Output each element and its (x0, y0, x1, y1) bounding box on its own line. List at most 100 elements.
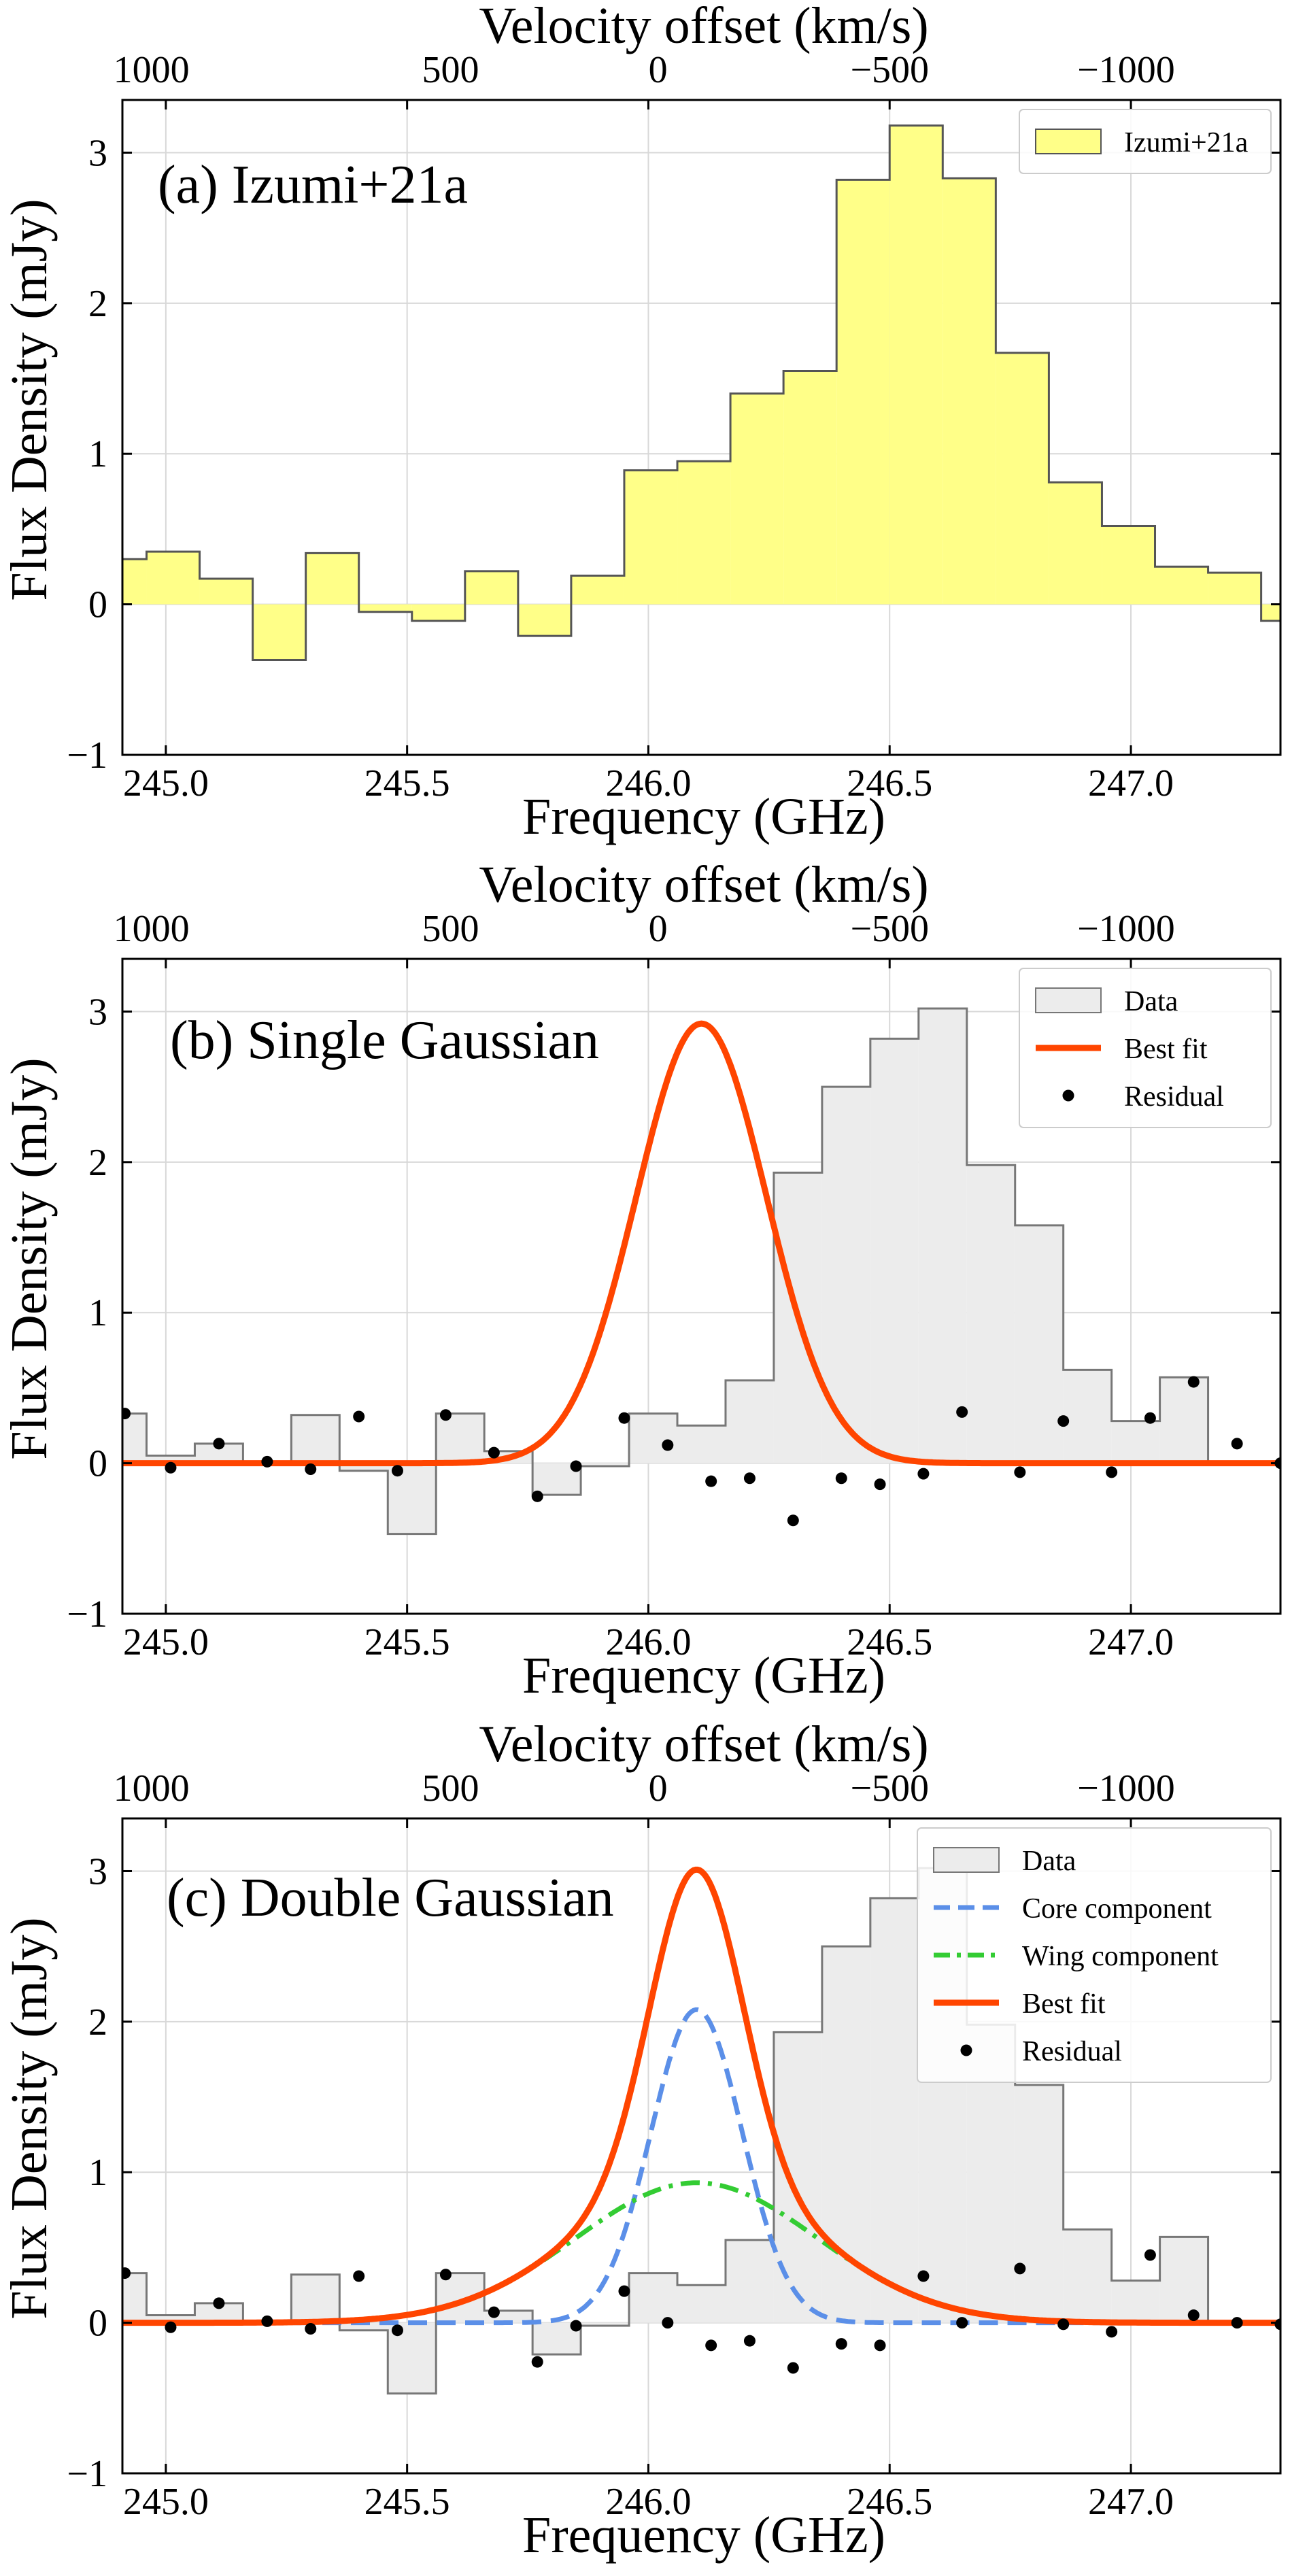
residual-point (743, 1472, 756, 1485)
bar-data (1015, 1225, 1064, 1463)
bar-data (1063, 2229, 1112, 2323)
top-tick-label: −1000 (1077, 49, 1175, 91)
x-tick-label: 246.0 (605, 2481, 691, 2523)
bar-izumi+21a (358, 604, 412, 612)
bar-izumi+21a (1261, 604, 1280, 621)
plot-frame (121, 99, 1282, 756)
residual-point (261, 2315, 273, 2327)
bar-izumi+21a (571, 575, 624, 605)
residual-point (439, 1409, 452, 1421)
x-tick-label: 245.5 (364, 2481, 450, 2523)
bar-data (725, 1380, 774, 1463)
legend-swatch-data (1035, 987, 1102, 1013)
bar-data (677, 2285, 726, 2323)
residual-point (874, 2339, 886, 2352)
legend-label-residual: Residual (1124, 1081, 1224, 1113)
top-tick-label: 1000 (114, 1767, 190, 1810)
residual-point (618, 1412, 630, 1424)
panel-a-label: (a) Izumi+21a (158, 155, 468, 215)
panel-a-ylabel: Flux Density (mJy) (1, 199, 58, 600)
legend-label-wing-component: Wing component (1022, 1941, 1219, 1972)
residual-point (662, 1439, 674, 1451)
residual-point (787, 2362, 799, 2374)
bar-izumi+21a (411, 604, 465, 621)
y-tick-label: 1 (88, 2152, 107, 2194)
bar-data (773, 2032, 822, 2323)
bar-izumi+21a (943, 178, 996, 605)
residual-point (531, 1490, 543, 1502)
bar-izumi+21a (889, 125, 943, 605)
bar-data (1159, 2237, 1208, 2323)
residual-point (1014, 1466, 1026, 1478)
residual-point (705, 1475, 717, 1487)
step-outline-izumi+21a (122, 124, 1280, 662)
residual-point (391, 2324, 403, 2337)
bar-data (1111, 1421, 1160, 1463)
bar-data (339, 2322, 388, 2331)
residual-point (1231, 1438, 1243, 1450)
y-tick-label: 3 (88, 1850, 107, 1893)
x-tick-label: 247.0 (1088, 1621, 1174, 1663)
y-tick-label: 2 (88, 1142, 107, 1184)
legend-box (917, 1827, 1272, 2083)
y-tick-label: 2 (88, 283, 107, 325)
residual-point (261, 1455, 273, 1468)
y-tick-label: −1 (67, 734, 107, 777)
top-tick-label: 0 (649, 908, 668, 950)
bar-izumi+21a (836, 180, 890, 605)
residual-point (1144, 2249, 1156, 2261)
residual-point (213, 1438, 225, 1450)
residual-point (1106, 2326, 1118, 2338)
x-tick-label: 247.0 (1088, 2481, 1174, 2523)
top-tick-label: −500 (850, 908, 929, 950)
panel-c-ylabel: Flux Density (mJy) (1, 1917, 58, 2319)
residual-point (874, 1478, 886, 1491)
bar-izumi+21a (1049, 482, 1102, 605)
top-tick-label: −1000 (1077, 1767, 1175, 1810)
residual-point (1187, 1376, 1200, 1388)
bar-data (677, 1425, 726, 1463)
panel-a-top-xlabel: Velocity offset (km/s) (479, 0, 928, 54)
bar-data (291, 1414, 340, 1463)
x-tick-label: 246.5 (847, 1621, 932, 1663)
bar-data (821, 1087, 870, 1463)
bar-data (725, 2239, 774, 2323)
bar-izumi+21a (996, 352, 1049, 605)
panel-c-label: (c) Double Gaussian (167, 1868, 614, 1928)
bar-izumi+21a (517, 604, 571, 637)
bar-izumi+21a (677, 461, 731, 605)
legend-swatch-izumi-21a (1035, 129, 1102, 154)
panel-b-ylabel: Flux Density (mJy) (1, 1057, 58, 1459)
y-tick-label: 0 (88, 2303, 107, 2345)
residual-point (618, 2285, 630, 2297)
curve-best-fit (122, 1866, 1280, 2326)
x-tick-label: 245.0 (123, 762, 209, 804)
bar-izumi+21a (1208, 573, 1261, 605)
top-tick-label: 0 (649, 49, 668, 91)
x-tick-label: 247.0 (1088, 762, 1174, 804)
residual-point (305, 1463, 317, 1475)
panel-b-label: (b) Single Gaussian (170, 1011, 599, 1070)
residual-point (213, 2297, 225, 2309)
legend-label-core-component: Core component (1022, 1893, 1212, 1925)
top-tick-label: 1000 (114, 908, 190, 950)
residual-point (1057, 1415, 1070, 1427)
top-tick-label: 500 (422, 49, 479, 91)
bar-izumi+21a (305, 553, 359, 605)
panel-c-top-xlabel: Velocity offset (km/s) (479, 1716, 928, 1773)
residual-point (743, 2335, 756, 2347)
residual-point (956, 1406, 968, 1418)
bar-izumi+21a (1102, 526, 1155, 605)
residual-point (1106, 1466, 1118, 1478)
legend-label-data: Data (1124, 986, 1178, 1017)
legend-label-data: Data (1022, 1846, 1076, 1877)
residual-point (917, 2270, 930, 2282)
bar-izumi+21a (464, 571, 518, 605)
plot-frame (121, 1817, 1282, 2475)
x-tick-label: 246.0 (605, 1621, 691, 1663)
